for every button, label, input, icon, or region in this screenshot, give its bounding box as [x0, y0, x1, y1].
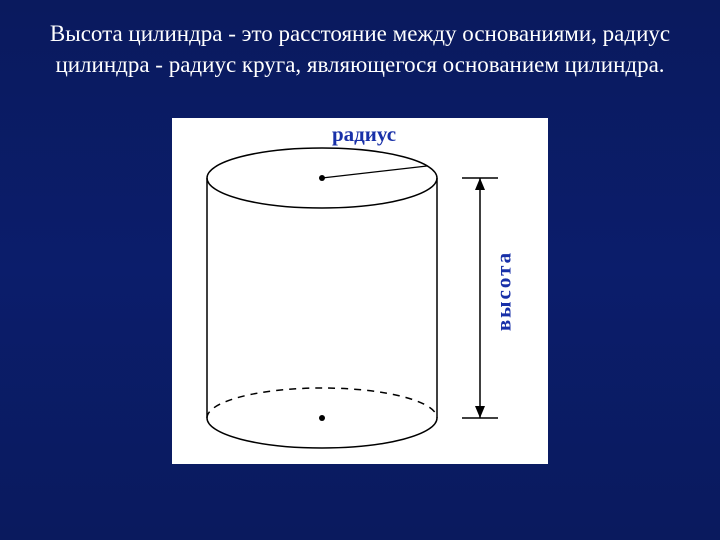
radius-line [322, 166, 427, 178]
bottom-center-dot [319, 415, 325, 421]
cylinder-diagram: радиус высота [172, 118, 548, 464]
diagram-container: радиус высота [0, 118, 720, 464]
cylinder-bottom-back [207, 388, 437, 418]
height-label: высота [491, 251, 516, 331]
radius-label: радиус [332, 122, 396, 147]
page-title: Высота цилиндра - это расстояние между о… [0, 0, 720, 90]
cylinder-bottom-front [207, 418, 437, 448]
